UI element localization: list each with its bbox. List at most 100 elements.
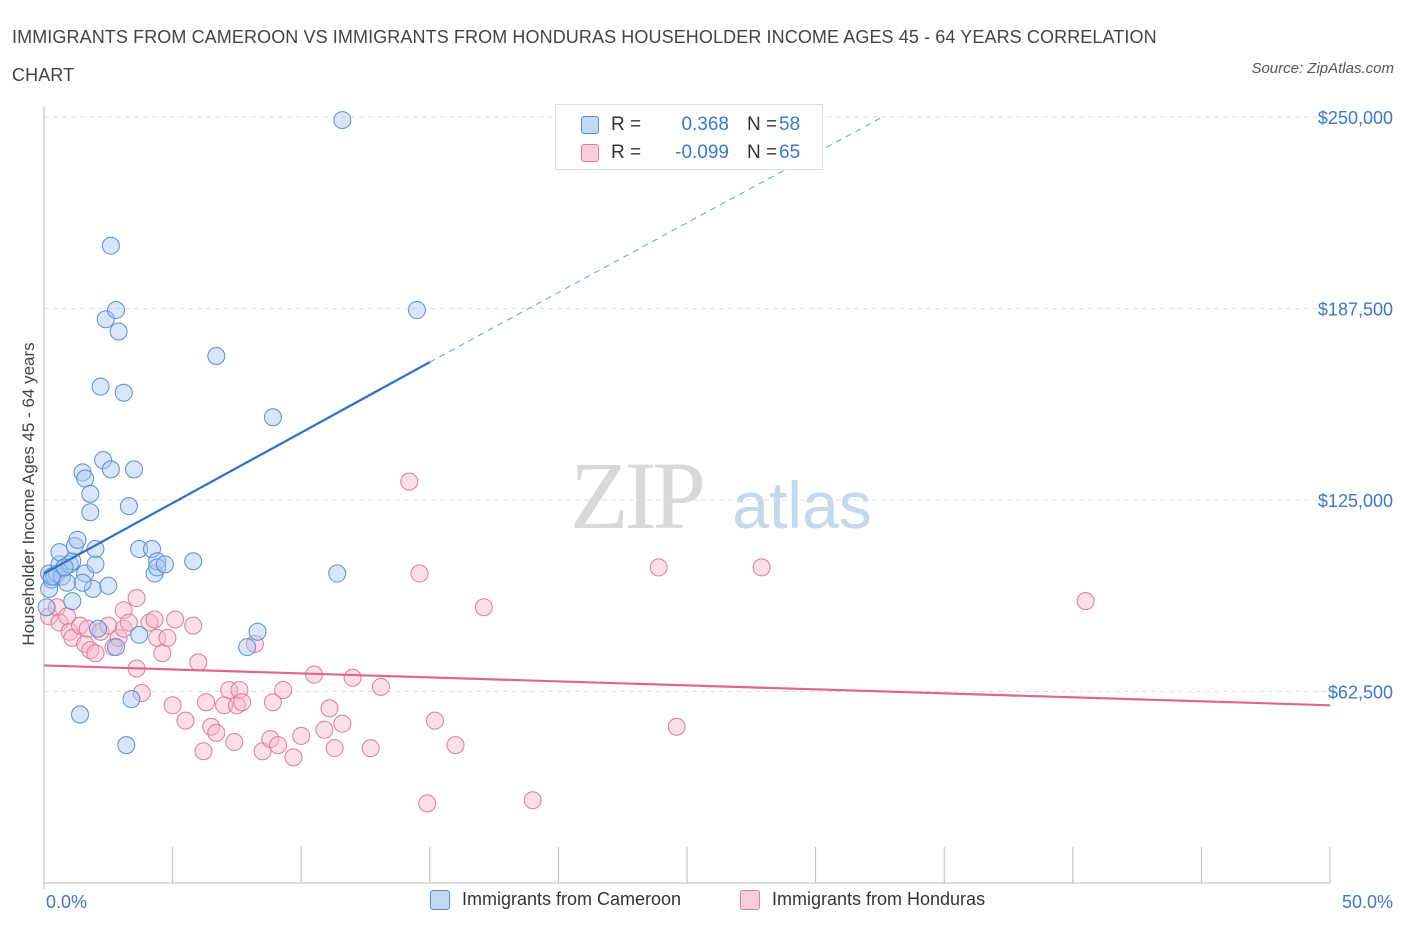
honduras-point <box>1076 592 1095 611</box>
bottom-legend-swatch-honduras <box>740 889 760 910</box>
bottom-legend-honduras: Immigrants from Honduras <box>740 889 985 910</box>
cameroon-point <box>81 484 100 503</box>
cameroon-point <box>99 576 118 595</box>
cameroon-point <box>207 346 226 365</box>
trend-lines <box>43 116 1331 707</box>
cameroon-point <box>184 552 203 571</box>
cameroon-point <box>107 638 126 657</box>
chart-title: IMMIGRANTS FROM CAMEROON VS IMMIGRANTS F… <box>12 27 1157 85</box>
bottom-legend-cameroon: Immigrants from Cameroon <box>430 889 681 910</box>
y-tick-label: $62,500 <box>1328 683 1393 703</box>
axes <box>43 107 1331 889</box>
cameroon-point <box>107 301 126 320</box>
trend-line-cameroon <box>43 361 431 575</box>
cameroon-point <box>248 622 267 641</box>
legend-n-value-cameroon: 58 <box>779 114 801 135</box>
honduras-point <box>320 699 339 718</box>
cameroon-point <box>117 736 136 755</box>
cameroon-point <box>81 503 100 522</box>
honduras-point <box>400 472 419 491</box>
cameroon-point <box>89 619 108 638</box>
honduras-point <box>446 736 465 755</box>
honduras-point <box>325 739 344 758</box>
cameroon-point <box>407 301 426 320</box>
cameroon-point <box>155 555 174 574</box>
honduras-point <box>425 711 444 730</box>
honduras-point <box>333 714 352 733</box>
source-label: Source: ZipAtlas.com <box>1251 60 1394 77</box>
bottom-legend-label-cameroon: Immigrants from Cameroon <box>462 889 682 909</box>
cameroon-point <box>76 469 95 488</box>
honduras-point <box>523 791 542 810</box>
y-tick-label: $250,000 <box>1318 108 1393 128</box>
honduras-point <box>47 598 66 617</box>
honduras-point <box>233 693 252 712</box>
honduras-point <box>667 717 686 736</box>
legend-r-label: R = <box>611 114 642 135</box>
honduras-point <box>163 696 182 715</box>
legend-n-label: N = <box>747 114 778 135</box>
honduras-point <box>140 613 159 632</box>
honduras-point <box>176 711 195 730</box>
y-tick-label: $125,000 <box>1318 491 1393 511</box>
legend-swatch-honduras <box>581 144 599 162</box>
honduras-point <box>114 619 133 638</box>
honduras-point <box>202 717 221 736</box>
honduras-point <box>184 616 203 635</box>
honduras-point <box>153 644 172 663</box>
honduras-point <box>292 726 311 745</box>
stats-legend: R = 0.368 N = 58 R = -0.099 N = 65 <box>555 104 823 170</box>
honduras-point <box>207 723 226 742</box>
y-tick-label: $187,500 <box>1318 300 1393 320</box>
honduras-point <box>263 693 282 712</box>
cameroon-point <box>122 690 141 709</box>
legend-r-label: R = <box>611 142 642 163</box>
cameroon-point <box>58 573 77 592</box>
honduras-point <box>227 696 246 715</box>
bottom-legend-swatch-cameroon <box>430 889 450 910</box>
bottom-legend-label-honduras: Immigrants from Honduras <box>772 889 986 909</box>
honduras-point <box>315 720 334 739</box>
tick-labels: $62,500 $125,000 $187,500 $250,000 0.0% 50.0% <box>46 108 1393 912</box>
watermark-atlas: atlas <box>732 468 871 542</box>
honduras-point <box>269 736 288 755</box>
honduras-point <box>76 635 95 654</box>
honduras-point <box>166 610 185 629</box>
legend-r-value-cameroon: 0.368 <box>681 114 729 135</box>
trend-line-cameroon-extension <box>429 116 883 363</box>
legend-row-cameroon: R = 0.368 N = 58 <box>556 111 800 139</box>
cameroon-point <box>109 322 128 341</box>
cameroon-point <box>96 310 115 329</box>
cameroon-point <box>125 460 144 479</box>
honduras-point <box>274 680 293 699</box>
cameroon-point <box>68 530 87 549</box>
legend-row-honduras: R = -0.099 N = 65 <box>556 139 800 167</box>
legend-swatch-cameroon <box>581 116 599 134</box>
cameroon-point <box>73 573 92 592</box>
cameroon-point <box>94 451 113 470</box>
watermark: ZIP atlas <box>570 442 872 549</box>
honduras-point <box>132 684 151 703</box>
cameroon-point <box>37 598 56 617</box>
x-tick-label-max: 50.0% <box>1342 892 1393 912</box>
cameroon-point <box>328 564 347 583</box>
cameroon-point <box>83 579 102 598</box>
honduras-point <box>418 794 437 813</box>
honduras-point <box>225 733 244 752</box>
cameroon-point <box>63 592 82 611</box>
honduras-point <box>127 589 146 608</box>
honduras-point <box>361 739 380 758</box>
honduras-point <box>189 653 208 672</box>
honduras-point <box>371 677 390 696</box>
honduras-point <box>99 616 118 635</box>
cameroon-point <box>114 383 133 402</box>
cameroon-point <box>238 638 257 657</box>
honduras-point <box>158 628 177 647</box>
cameroon-point <box>86 555 105 574</box>
honduras-point <box>86 644 105 663</box>
legend-r-value-honduras: -0.099 <box>675 142 729 163</box>
cameroon-point <box>101 236 120 255</box>
series-honduras <box>40 472 1095 813</box>
cameroon-point <box>119 497 138 516</box>
